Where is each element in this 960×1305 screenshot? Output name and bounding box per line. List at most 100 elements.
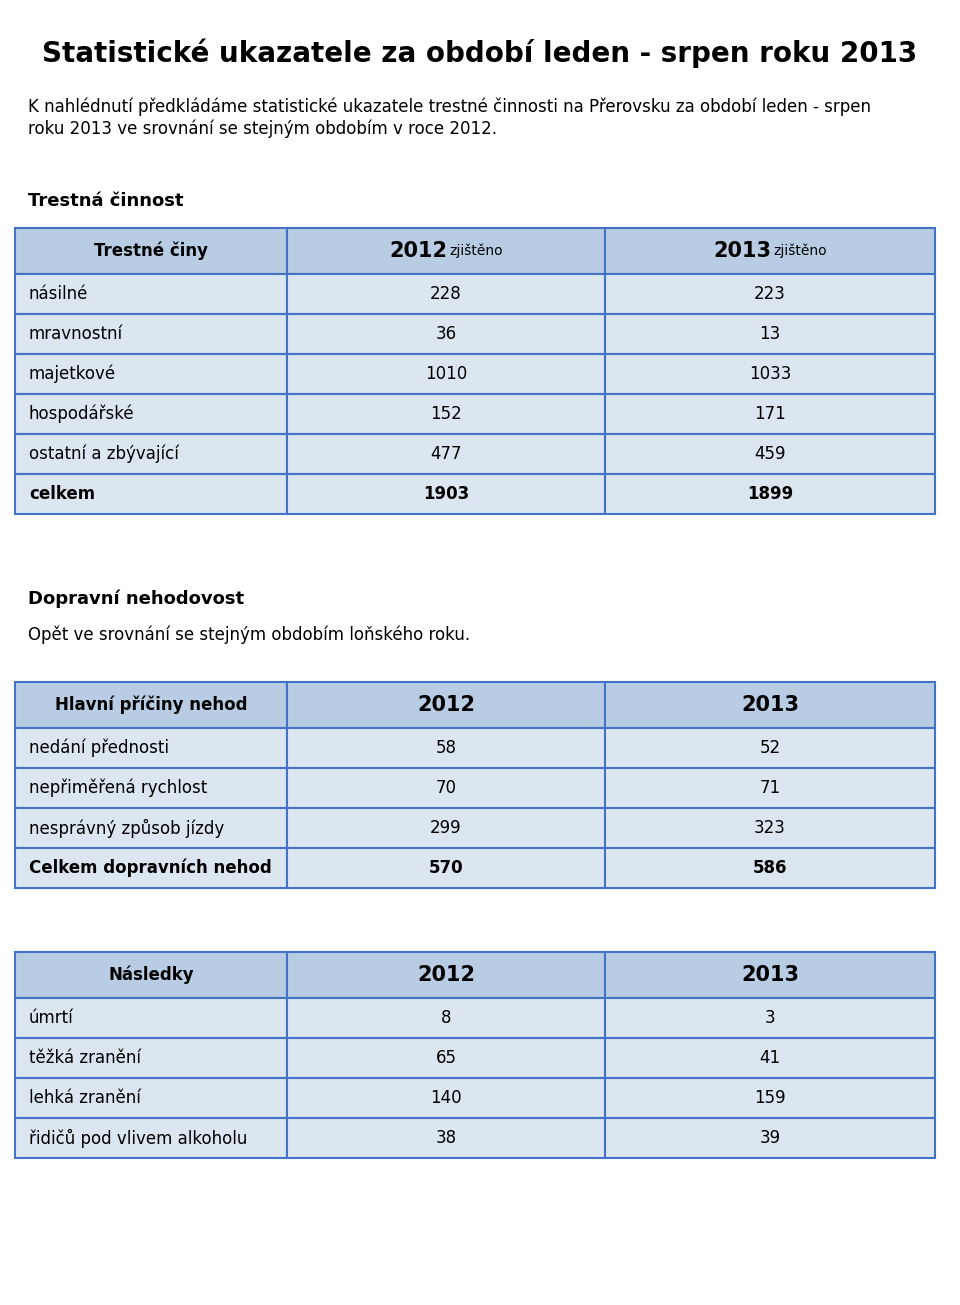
Text: 70: 70 <box>436 779 457 797</box>
Text: 1033: 1033 <box>749 365 791 382</box>
Bar <box>15 228 287 274</box>
Bar <box>15 274 287 315</box>
Bar <box>15 1118 287 1158</box>
Text: 39: 39 <box>759 1129 780 1147</box>
Text: 2013: 2013 <box>741 964 799 985</box>
Text: 2013: 2013 <box>713 241 771 261</box>
Bar <box>15 848 287 887</box>
Bar <box>15 953 287 998</box>
Text: 323: 323 <box>754 820 786 837</box>
Bar <box>15 1037 287 1078</box>
Bar <box>287 683 605 728</box>
Text: 1903: 1903 <box>422 485 469 502</box>
Bar <box>605 1037 935 1078</box>
Bar <box>605 435 935 474</box>
Bar <box>605 953 935 998</box>
Text: zjištěno: zjištěno <box>449 244 503 258</box>
Text: 65: 65 <box>436 1049 457 1067</box>
Text: 41: 41 <box>759 1049 780 1067</box>
Text: Následky: Následky <box>108 966 194 984</box>
Text: zjištěno: zjištěno <box>773 244 827 258</box>
Bar <box>15 728 287 769</box>
Text: 228: 228 <box>430 284 462 303</box>
Text: nepřiměřená rychlost: nepřiměřená rychlost <box>29 779 207 797</box>
Text: 71: 71 <box>759 779 780 797</box>
Bar <box>287 228 605 274</box>
Text: nesprávný způsob jízdy: nesprávný způsob jízdy <box>29 818 225 838</box>
Bar <box>15 354 287 394</box>
Text: 58: 58 <box>436 739 457 757</box>
Text: hospodářské: hospodářské <box>29 405 134 423</box>
Text: 3: 3 <box>765 1009 776 1027</box>
Bar <box>287 315 605 354</box>
Text: 223: 223 <box>754 284 786 303</box>
Text: 1899: 1899 <box>747 485 793 502</box>
Bar <box>15 769 287 808</box>
Text: 2013: 2013 <box>741 696 799 715</box>
Text: 171: 171 <box>755 405 786 423</box>
Bar <box>287 354 605 394</box>
Text: 140: 140 <box>430 1088 462 1107</box>
Text: celkem: celkem <box>29 485 95 502</box>
Bar <box>605 808 935 848</box>
Bar <box>287 1037 605 1078</box>
Text: 2012: 2012 <box>417 696 475 715</box>
Text: 38: 38 <box>436 1129 457 1147</box>
Bar <box>287 953 605 998</box>
Text: 477: 477 <box>430 445 462 463</box>
Bar <box>605 1078 935 1118</box>
Bar <box>15 315 287 354</box>
Text: 8: 8 <box>441 1009 451 1027</box>
Bar <box>15 808 287 848</box>
Text: 36: 36 <box>436 325 457 343</box>
Text: 1010: 1010 <box>425 365 468 382</box>
Bar <box>287 1118 605 1158</box>
Bar <box>287 1078 605 1118</box>
Text: Dopravní nehodovost: Dopravní nehodovost <box>28 590 244 608</box>
Text: 152: 152 <box>430 405 462 423</box>
Bar <box>605 1118 935 1158</box>
Text: mravnostní: mravnostní <box>29 325 123 343</box>
Text: 13: 13 <box>759 325 780 343</box>
Bar <box>287 435 605 474</box>
Text: násilné: násilné <box>29 284 88 303</box>
Bar <box>15 1078 287 1118</box>
Text: nedání přednosti: nedání přednosti <box>29 739 169 757</box>
Text: Opět ve srovnání se stejným obdobím loňského roku.: Opět ve srovnání se stejným obdobím loňs… <box>28 626 470 645</box>
Bar <box>287 274 605 315</box>
Text: majetkové: majetkové <box>29 365 116 384</box>
Bar <box>605 274 935 315</box>
Bar <box>15 435 287 474</box>
Bar <box>287 769 605 808</box>
Bar <box>605 354 935 394</box>
Bar <box>605 683 935 728</box>
Bar <box>287 848 605 887</box>
Bar <box>605 474 935 514</box>
Text: 2012: 2012 <box>417 964 475 985</box>
Bar <box>605 228 935 274</box>
Bar <box>15 474 287 514</box>
Bar <box>605 998 935 1037</box>
Bar <box>287 394 605 435</box>
Text: lehká zranění: lehká zranění <box>29 1088 141 1107</box>
Text: řidičů pod vlivem alkoholu: řidičů pod vlivem alkoholu <box>29 1129 248 1147</box>
Text: 299: 299 <box>430 820 462 837</box>
Bar <box>15 394 287 435</box>
Bar <box>15 998 287 1037</box>
Text: Trestné činy: Trestné činy <box>94 241 208 260</box>
Text: Celkem dopravních nehod: Celkem dopravních nehod <box>29 859 272 877</box>
Bar <box>287 808 605 848</box>
Bar <box>287 474 605 514</box>
Bar <box>605 848 935 887</box>
Text: 52: 52 <box>759 739 780 757</box>
Bar <box>287 998 605 1037</box>
Text: 159: 159 <box>755 1088 786 1107</box>
Bar <box>605 728 935 769</box>
Text: úmrtí: úmrtí <box>29 1009 74 1027</box>
Text: Statistické ukazatele za období leden - srpen roku 2013: Statistické ukazatele za období leden - … <box>42 38 918 68</box>
Text: 459: 459 <box>755 445 785 463</box>
Text: 570: 570 <box>429 859 464 877</box>
Text: těžká zranění: těžká zranění <box>29 1049 141 1067</box>
Text: 586: 586 <box>753 859 787 877</box>
Bar <box>287 728 605 769</box>
